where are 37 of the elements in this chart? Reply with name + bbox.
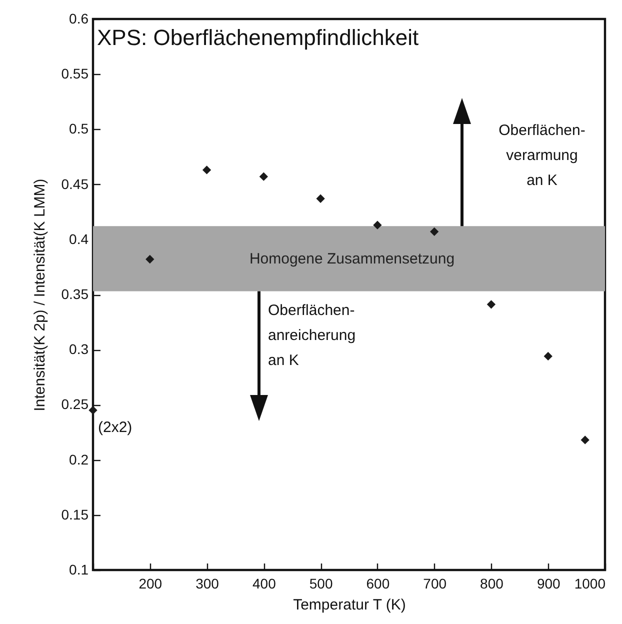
x-tick-label: 500 [309, 576, 333, 592]
y-tick-label: 0.25 [61, 396, 89, 412]
x-tick-label: 900 [536, 576, 561, 592]
point [430, 227, 439, 236]
y-axis-title: Intensität(K 2p) / Intensität(K LMM) [31, 178, 48, 412]
point [202, 166, 212, 174]
x-tick-label: 300 [196, 576, 220, 592]
y-tick-label: 0.3 [69, 341, 89, 358]
point [486, 300, 496, 309]
x-axis-title: Temperatur T (K) [293, 596, 406, 614]
x-tick-label: 400 [252, 576, 276, 592]
point [88, 406, 98, 415]
x-tick-label: 700 [423, 576, 447, 592]
point [544, 352, 552, 361]
annotation: (2x2) [98, 419, 132, 436]
y-tick-label: 0.4 [69, 230, 89, 247]
y-tick-label: 0.55 [61, 66, 89, 82]
x-tick-label: 800 [480, 576, 504, 592]
point [373, 220, 382, 230]
annotation: Oberflächen- verarmung an K [498, 122, 586, 189]
x-tick-label: 1000 [574, 576, 606, 592]
point [146, 254, 154, 264]
y-tick-label: 0.5 [69, 120, 89, 137]
y-tick-label: 0.2 [69, 451, 89, 468]
band-label: Homogene Zusammensetzung [249, 250, 455, 268]
y-tick-label: 0.15 [61, 506, 89, 522]
point [580, 436, 590, 444]
x-tick-label: 600 [366, 576, 390, 592]
point [259, 172, 268, 181]
x-tick-label: 200 [138, 576, 162, 592]
point [316, 194, 325, 203]
chart-title: XPS: Oberflächenempfindlichkeit [97, 25, 419, 50]
y-tick-label: 0.35 [61, 286, 89, 302]
annotation: Oberflächen- anreicherung an K [268, 302, 356, 369]
y-tick-label: 0.6 [69, 10, 89, 26]
y-tick-label: 0.45 [61, 176, 89, 192]
y-tick-label: 0.1 [69, 562, 89, 578]
